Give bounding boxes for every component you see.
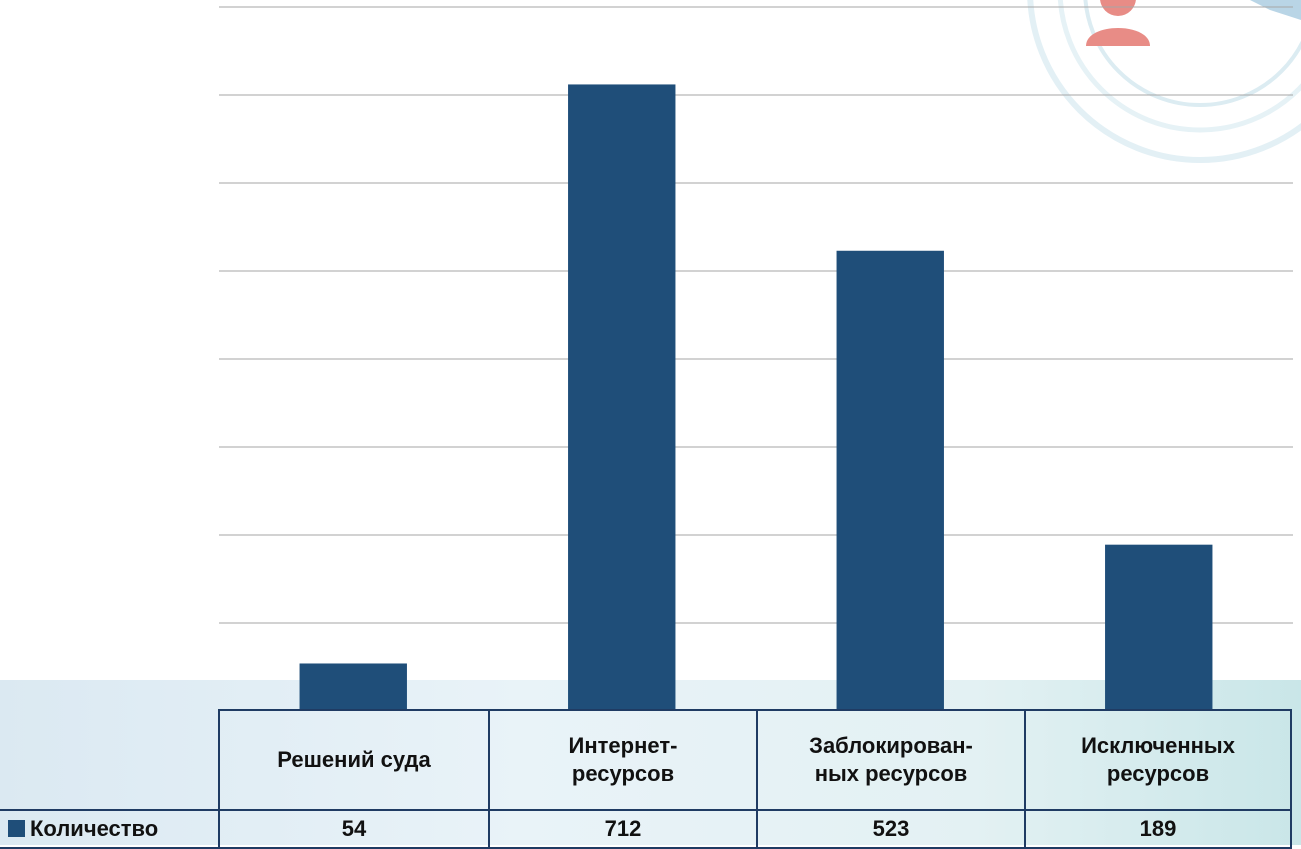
bar: [568, 84, 676, 711]
gridlines: [219, 6, 1293, 624]
series-name: Количество: [30, 816, 159, 841]
category-label: Решений суда: [277, 747, 431, 772]
table-corner: [0, 710, 219, 810]
category-label: Интернет-ресурсов: [568, 733, 678, 786]
category-row: Решений суда Интернет-ресурсов Заблокиро…: [0, 709, 1292, 811]
value-cell: 523: [756, 809, 1026, 849]
category-cell: Заблокирован-ных ресурсов: [756, 709, 1026, 811]
value-row: Количество 54 712 523 189: [0, 809, 1292, 849]
category-cell: Исключенных ресурсов: [1024, 709, 1292, 811]
value-cell: 712: [488, 809, 758, 849]
bar: [1105, 544, 1213, 711]
bars: [299, 84, 1213, 711]
bar: [299, 663, 407, 711]
data-table: Решений суда Интернет-ресурсов Заблокиро…: [0, 709, 1292, 849]
value-cell: 189: [1024, 809, 1292, 849]
category-label: Заблокирован-ных ресурсов: [809, 733, 973, 786]
category-cell: Решений суда: [218, 709, 490, 811]
legend-swatch: [8, 820, 25, 837]
bar: [836, 250, 944, 711]
category-label: Исключенных ресурсов: [1081, 733, 1235, 786]
person-avatar-icon: [1027, 0, 1301, 163]
category-cell: Интернет-ресурсов: [488, 709, 758, 811]
series-name-cell: Количество: [0, 809, 220, 849]
value-cell: 54: [218, 809, 490, 849]
